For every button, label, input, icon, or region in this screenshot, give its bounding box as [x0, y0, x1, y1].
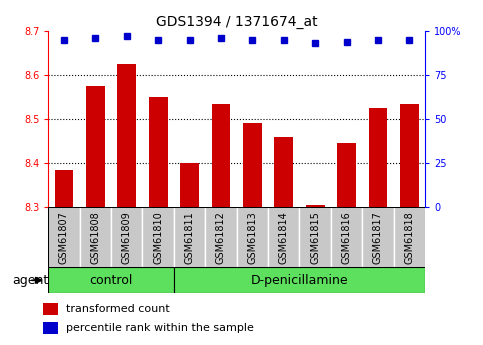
- Bar: [237, 207, 268, 267]
- Bar: [180, 163, 199, 207]
- Text: GSM61814: GSM61814: [279, 211, 289, 264]
- Text: GSM61816: GSM61816: [341, 211, 352, 264]
- Text: percentile rank within the sample: percentile rank within the sample: [66, 323, 254, 333]
- Bar: [331, 207, 362, 267]
- Text: D-penicillamine: D-penicillamine: [251, 274, 348, 287]
- Bar: [306, 205, 325, 207]
- Bar: [48, 267, 174, 293]
- Text: GSM61810: GSM61810: [153, 211, 163, 264]
- Title: GDS1394 / 1371674_at: GDS1394 / 1371674_at: [156, 14, 317, 29]
- Text: GSM61818: GSM61818: [404, 211, 414, 264]
- Bar: [394, 207, 425, 267]
- Bar: [55, 170, 73, 207]
- Text: agent: agent: [12, 274, 48, 287]
- Text: control: control: [89, 274, 133, 287]
- Bar: [174, 207, 205, 267]
- Text: GSM61809: GSM61809: [122, 211, 132, 264]
- Bar: [362, 207, 394, 267]
- Text: GSM61813: GSM61813: [247, 211, 257, 264]
- Bar: [205, 207, 237, 267]
- Bar: [43, 322, 58, 334]
- Bar: [86, 86, 105, 207]
- Bar: [400, 104, 419, 207]
- Text: GSM61807: GSM61807: [59, 211, 69, 264]
- Bar: [274, 137, 293, 207]
- Bar: [337, 143, 356, 207]
- Bar: [212, 104, 230, 207]
- Bar: [174, 267, 425, 293]
- Bar: [80, 207, 111, 267]
- Bar: [111, 207, 142, 267]
- Text: GSM61812: GSM61812: [216, 211, 226, 264]
- Text: transformed count: transformed count: [66, 304, 170, 314]
- Bar: [243, 124, 262, 207]
- Bar: [43, 303, 58, 315]
- Bar: [149, 97, 168, 207]
- Bar: [117, 64, 136, 207]
- Bar: [369, 108, 387, 207]
- Text: GSM61808: GSM61808: [90, 211, 100, 264]
- Text: GSM61811: GSM61811: [185, 211, 195, 264]
- Bar: [268, 207, 299, 267]
- Text: GSM61817: GSM61817: [373, 211, 383, 264]
- Bar: [48, 207, 80, 267]
- Bar: [299, 207, 331, 267]
- Text: GSM61815: GSM61815: [310, 211, 320, 264]
- Bar: [142, 207, 174, 267]
